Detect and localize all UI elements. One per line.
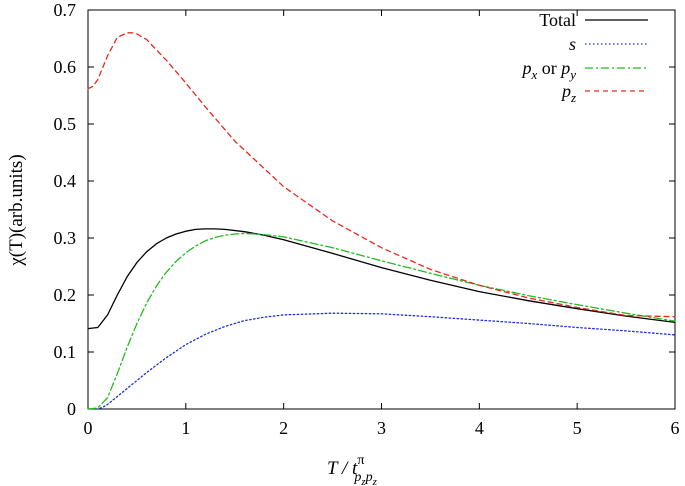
legend-label-0: Total: [539, 10, 576, 30]
x-tick-label: 1: [181, 418, 190, 438]
x-axis-title-main: T / t: [327, 458, 358, 479]
legend-label-2: px or py: [520, 58, 576, 82]
x-tick-label: 5: [573, 418, 582, 438]
y-tick-label: 0.3: [54, 228, 77, 248]
series-line-2: [87, 232, 676, 410]
series-line-3: [87, 32, 676, 318]
x-axis-title-subsub2: z: [372, 476, 378, 486]
x-tick-label: 6: [671, 418, 680, 438]
y-tick-label: 0.5: [54, 114, 77, 134]
series-layer: [87, 32, 676, 410]
series-line-0: [87, 228, 676, 330]
y-tick-label: 0.4: [54, 171, 77, 191]
x-tick-label: 2: [279, 418, 288, 438]
series-line-1: [87, 312, 676, 410]
y-axis-title: χ(T)(arb.units): [6, 154, 27, 266]
x-axis-title-sub1: p: [353, 470, 361, 485]
legend-label-1: s: [569, 34, 576, 54]
plot-area: [87, 9, 676, 410]
x-tick-label: 0: [84, 418, 93, 438]
x-axis-title-sup: π: [357, 453, 364, 468]
y-tick-label: 0.1: [54, 342, 77, 362]
x-tick-label: 3: [377, 418, 386, 438]
y-tick-label: 0: [67, 399, 76, 419]
axis-ticks: 0 1 2 3 4 5 6 0 0.1 0.2 0.3 0.4 0.5 0.6 0.7: [54, 0, 680, 438]
x-axis-title-sub2: p: [365, 470, 373, 485]
legend-label-3: pz: [560, 81, 576, 105]
x-tick-label: 4: [475, 418, 484, 438]
x-axis-title: T / tπ pzpz: [327, 453, 378, 486]
y-tick-label: 0.2: [54, 285, 77, 305]
y-tick-label: 0.7: [54, 0, 77, 20]
x-axis-title-subsub1: z: [360, 476, 366, 486]
y-tick-label: 0.6: [54, 57, 77, 77]
